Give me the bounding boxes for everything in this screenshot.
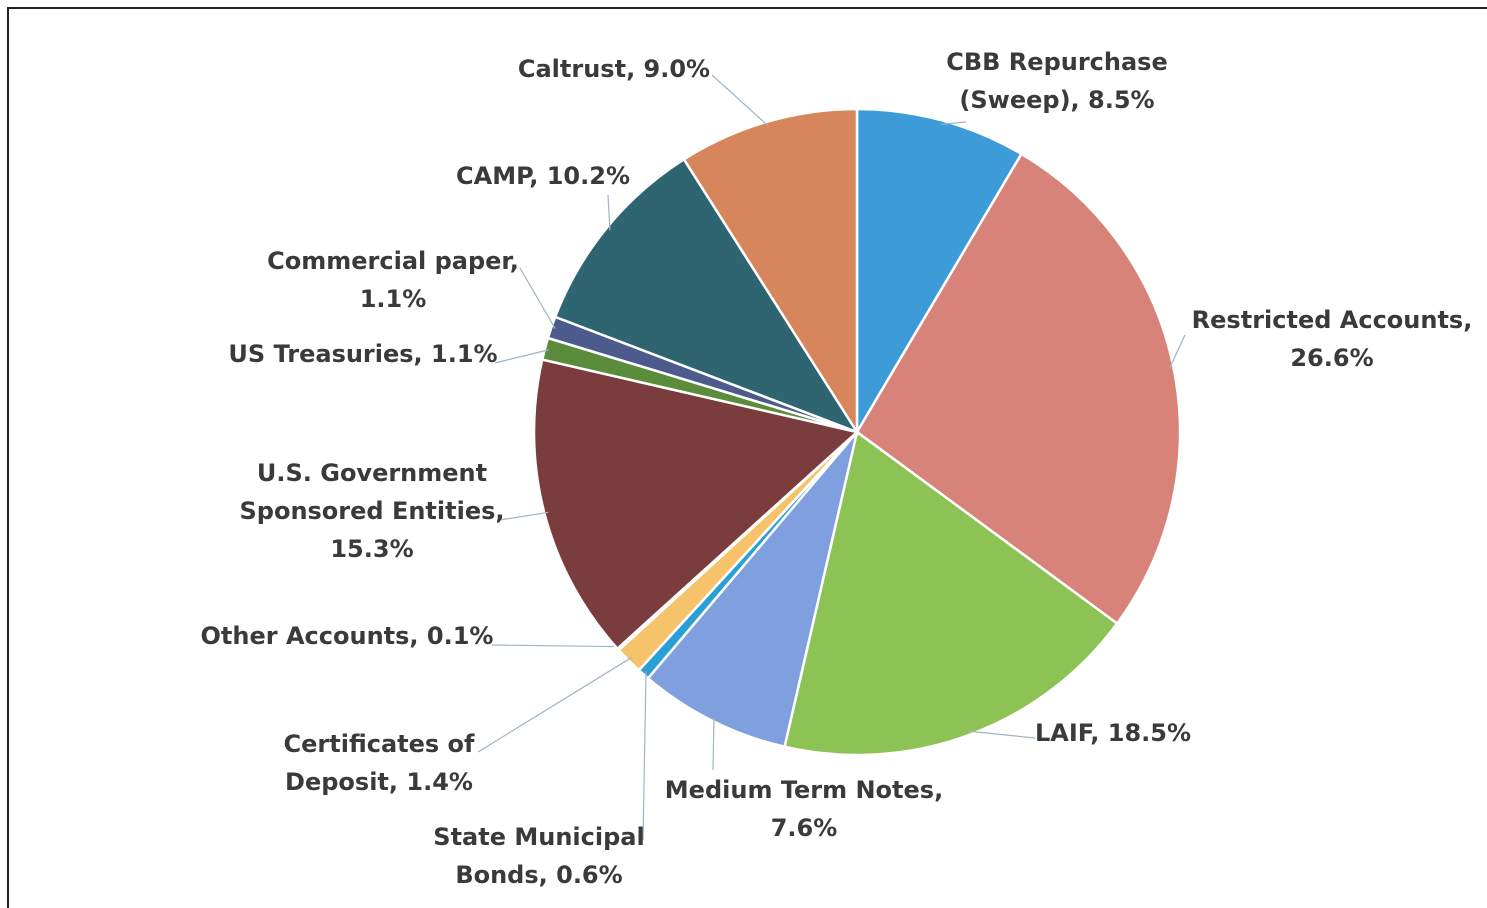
leader-line: [642, 671, 647, 841]
pie-slice: [855, 152, 1182, 626]
data-label: CBB Repurchase: [946, 48, 1167, 76]
pie-slice: [682, 107, 859, 437]
frame: [7, 7, 1487, 908]
data-label: CAMP, 10.2%: [456, 162, 630, 190]
data-label: LAIF, 18.5%: [1035, 719, 1191, 747]
data-label: US Treasuries, 1.1%: [228, 340, 497, 368]
data-label: State Municipal: [433, 823, 644, 851]
data-label: 15.3%: [330, 535, 413, 563]
data-label: Other Accounts, 0.1%: [201, 622, 494, 650]
data-label: Restricted Accounts,: [1192, 306, 1473, 334]
data-label: Medium Term Notes,: [665, 776, 943, 804]
leader-line: [1169, 334, 1186, 369]
leader-line: [967, 730, 1036, 739]
data-label: Sponsored Entities,: [239, 497, 504, 525]
leader-line: [491, 644, 622, 648]
data-label: Bonds, 0.6%: [455, 861, 622, 889]
data-label: Certificates of: [284, 730, 476, 758]
pie-slice: [553, 157, 861, 435]
data-label: (Sweep), 8.5%: [959, 86, 1154, 114]
leader-line: [941, 121, 967, 125]
data-label: Deposit, 1.4%: [285, 768, 473, 796]
data-label: 26.6%: [1290, 344, 1373, 372]
pie-slice: [855, 107, 1024, 437]
data-label: Caltrust, 9.0%: [518, 55, 710, 83]
leader-line: [477, 657, 632, 753]
leader-line: [499, 511, 549, 521]
leader-line: [711, 74, 769, 127]
data-label: U.S. Government: [257, 459, 487, 487]
leader-line: [607, 194, 611, 231]
leader-line: [494, 349, 549, 364]
leader-line: [519, 267, 556, 329]
data-label: 7.6%: [771, 814, 838, 842]
pie-slice: [783, 429, 1119, 757]
pie-slice: [646, 431, 859, 749]
data-label: 1.1%: [360, 285, 427, 313]
data-label: Commercial paper,: [267, 247, 519, 275]
leader-line: [712, 717, 715, 771]
